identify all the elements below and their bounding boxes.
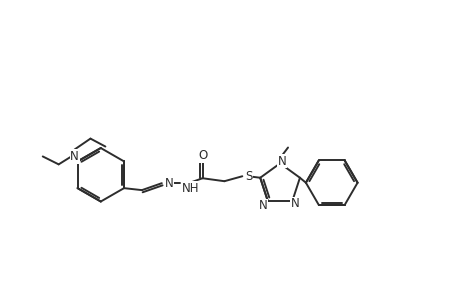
Text: NH: NH: [181, 182, 199, 195]
Text: N: N: [258, 200, 267, 212]
Text: N: N: [291, 197, 299, 211]
Text: N: N: [70, 150, 79, 163]
Text: S: S: [245, 170, 252, 183]
Text: N: N: [164, 177, 173, 190]
Text: N: N: [277, 155, 286, 168]
Text: O: O: [197, 149, 207, 162]
